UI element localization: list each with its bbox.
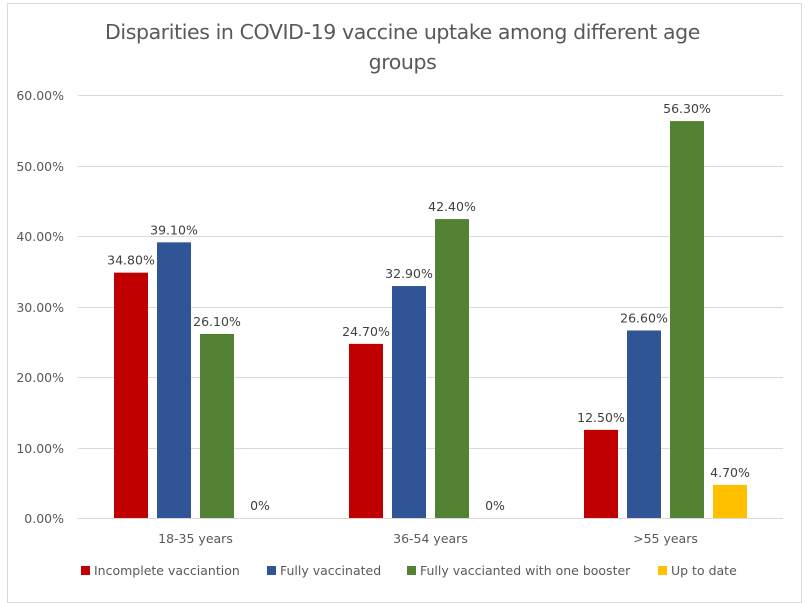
y-tick-label: 0.00%	[24, 511, 64, 526]
data-label: 32.90%	[385, 266, 433, 281]
bar	[200, 333, 234, 518]
data-label: 26.10%	[193, 314, 241, 329]
legend-swatch	[267, 566, 276, 575]
legend-label: Fully vaccianted with one booster	[420, 563, 631, 578]
y-tick-label: 10.00%	[16, 441, 64, 456]
bar	[670, 121, 704, 519]
bar	[713, 484, 747, 518]
data-label: 56.30%	[663, 101, 711, 116]
bar	[114, 272, 148, 518]
legend-label: Incomplete vacciantion	[94, 563, 240, 578]
chart-title-line-1: Disparities in COVID-19 vaccine uptake a…	[105, 20, 700, 44]
bar	[349, 343, 383, 518]
legend-label: Up to date	[671, 563, 737, 578]
legend-item: Incomplete vacciantion	[81, 563, 240, 578]
data-label: 26.60%	[620, 310, 668, 325]
gridlines	[78, 95, 783, 519]
y-axis-tick-labels: 0.00% 10.00% 20.00% 30.00% 40.00% 50.00% 60.00…	[16, 88, 64, 526]
legend-item: Fully vaccianted with one booster	[407, 563, 630, 578]
data-label: 12.50%	[577, 410, 625, 425]
legend-swatch	[407, 566, 416, 575]
y-tick-label: 20.00%	[16, 370, 64, 385]
legend-item: Fully vaccinated	[267, 563, 381, 578]
legend: Incomplete vacciantion Fully vaccinated Fu…	[0, 563, 805, 583]
chart-title: Disparities in COVID-19 vaccine uptake a…	[0, 17, 805, 77]
bars	[114, 121, 747, 519]
y-tick-label: 30.00%	[16, 300, 64, 315]
chart-title-line-2: groups	[368, 50, 437, 74]
bar	[157, 242, 191, 518]
legend-item: Up to date	[658, 563, 737, 578]
legend-label: Fully vaccinated	[280, 563, 382, 578]
data-label: 0%	[250, 498, 270, 513]
data-label: 4.70%	[710, 465, 750, 480]
bar	[435, 219, 469, 518]
data-label: 42.40%	[428, 199, 476, 214]
data-label: 34.80%	[107, 253, 155, 268]
legend-swatch	[81, 566, 90, 575]
x-category-label: >55 years	[633, 531, 698, 546]
data-label: 24.70%	[342, 324, 390, 339]
legend-swatch	[658, 566, 667, 575]
y-tick-label: 60.00%	[16, 88, 64, 103]
y-tick-label: 50.00%	[16, 159, 64, 174]
x-axis-category-labels: 18-35 years 36-54 years >55 years	[158, 531, 698, 546]
bar	[392, 286, 426, 518]
bar	[627, 330, 661, 518]
x-category-label: 36-54 years	[393, 531, 468, 546]
data-label: 0%	[485, 498, 505, 513]
bar	[584, 429, 618, 518]
data-label: 39.10%	[150, 222, 198, 237]
x-category-label: 18-35 years	[158, 531, 233, 546]
y-tick-label: 40.00%	[16, 229, 64, 244]
data-labels: 34.80% 39.10% 26.10% 0% 24.70% 32.90% 42.40% 0%…	[107, 101, 750, 513]
